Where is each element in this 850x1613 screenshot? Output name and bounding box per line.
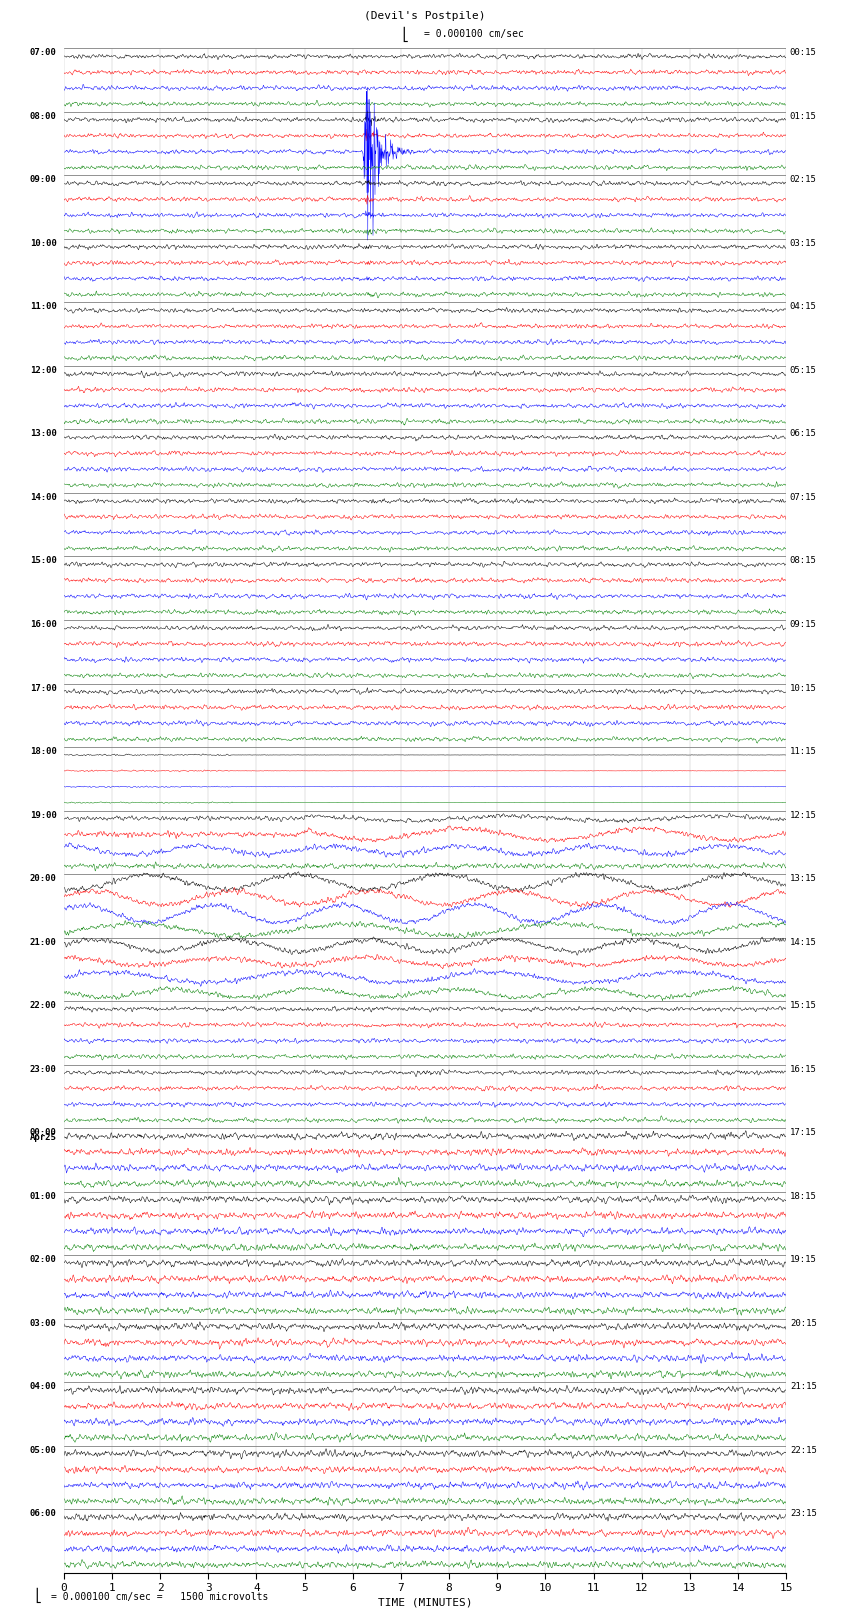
Text: ⎣: ⎣ [402, 27, 409, 42]
Text: (Devil's Postpile): (Devil's Postpile) [365, 11, 485, 21]
Text: 10:15: 10:15 [790, 684, 817, 692]
Text: = 0.000100 cm/sec: = 0.000100 cm/sec [423, 29, 524, 39]
Text: 07:00: 07:00 [30, 48, 56, 58]
Text: 09:15: 09:15 [790, 619, 817, 629]
Text: 08:00: 08:00 [30, 111, 56, 121]
Text: 22:00: 22:00 [30, 1002, 56, 1010]
Text: 12:00: 12:00 [30, 366, 56, 374]
Text: 09:00: 09:00 [30, 176, 56, 184]
Text: 16:00: 16:00 [30, 619, 56, 629]
Text: 13:00: 13:00 [30, 429, 56, 439]
Text: 01:00: 01:00 [30, 1192, 56, 1200]
Text: 00:15: 00:15 [790, 48, 817, 58]
Text: 14:15: 14:15 [790, 937, 817, 947]
Text: 16:15: 16:15 [790, 1065, 817, 1074]
Text: = 0.000100 cm/sec =   1500 microvolts: = 0.000100 cm/sec = 1500 microvolts [51, 1592, 269, 1602]
Text: 04:15: 04:15 [790, 303, 817, 311]
Text: 01:15: 01:15 [790, 111, 817, 121]
Text: 13:15: 13:15 [790, 874, 817, 882]
Text: 18:15: 18:15 [790, 1192, 817, 1200]
Text: 14:00: 14:00 [30, 494, 56, 502]
Text: 02:00: 02:00 [30, 1255, 56, 1265]
Text: 10:00: 10:00 [30, 239, 56, 248]
Text: 15:15: 15:15 [790, 1002, 817, 1010]
Text: 17:15: 17:15 [790, 1127, 817, 1137]
Text: 00:00: 00:00 [30, 1127, 56, 1137]
Text: 19:15: 19:15 [790, 1255, 817, 1265]
Text: 15:00: 15:00 [30, 556, 56, 566]
Text: 11:15: 11:15 [790, 747, 817, 756]
Text: 03:00: 03:00 [30, 1319, 56, 1327]
Text: 23:15: 23:15 [790, 1510, 817, 1518]
Text: 17:00: 17:00 [30, 684, 56, 692]
Text: 11:00: 11:00 [30, 303, 56, 311]
Text: 23:00: 23:00 [30, 1065, 56, 1074]
Text: 08:15: 08:15 [790, 556, 817, 566]
Text: 21:00: 21:00 [30, 937, 56, 947]
Text: 02:15: 02:15 [790, 176, 817, 184]
Text: 03:15: 03:15 [790, 239, 817, 248]
Text: 04:00: 04:00 [30, 1382, 56, 1390]
Text: 18:00: 18:00 [30, 747, 56, 756]
Text: 21:15: 21:15 [790, 1382, 817, 1390]
Text: 20:00: 20:00 [30, 874, 56, 882]
Text: 06:15: 06:15 [790, 429, 817, 439]
Text: 07:15: 07:15 [790, 494, 817, 502]
Text: 12:15: 12:15 [790, 811, 817, 819]
Text: 06:00: 06:00 [30, 1510, 56, 1518]
Text: ⎣: ⎣ [34, 1589, 42, 1603]
Text: Apr25: Apr25 [30, 1132, 56, 1142]
Text: 22:15: 22:15 [790, 1445, 817, 1455]
Text: 20:15: 20:15 [790, 1319, 817, 1327]
X-axis label: TIME (MINUTES): TIME (MINUTES) [377, 1597, 473, 1607]
Text: 19:00: 19:00 [30, 811, 56, 819]
Text: 05:00: 05:00 [30, 1445, 56, 1455]
Text: 05:15: 05:15 [790, 366, 817, 374]
